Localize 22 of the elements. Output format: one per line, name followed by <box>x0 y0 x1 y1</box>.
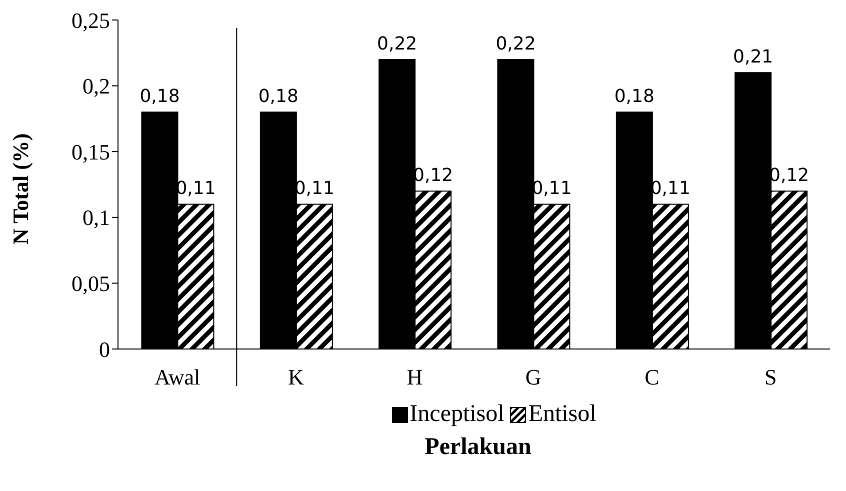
x-tick-label: H <box>406 364 423 390</box>
y-tick-label: 0,2 <box>82 74 110 99</box>
y-tick-label: 0,25 <box>72 8 110 33</box>
x-tick-label: C <box>644 364 660 390</box>
y-tick-label: 0,15 <box>72 139 110 164</box>
y-tick-label: 0,05 <box>72 271 110 296</box>
data-label: 0,18 <box>140 86 180 108</box>
data-label: 0,22 <box>377 33 418 54</box>
x-tick-label: Awal <box>154 364 200 390</box>
legend-label: Inceptisol <box>410 401 504 428</box>
data-label: 0,22 <box>496 33 536 54</box>
x-tick-label: K <box>288 364 304 390</box>
data-label: 0,18 <box>614 86 654 108</box>
y-tick-label: 0,1 <box>82 205 110 230</box>
data-label: 0,18 <box>258 86 298 108</box>
y-tick-label: 0 <box>99 336 110 362</box>
x-tick-label: G <box>525 364 542 390</box>
x-tick-label: S <box>764 364 777 390</box>
y-axis-title: N Total (%) <box>8 133 33 244</box>
x-axis-title: Perlakuan <box>424 434 532 461</box>
data-label: 0,21 <box>733 46 774 68</box>
text: Entisol <box>528 401 596 428</box>
